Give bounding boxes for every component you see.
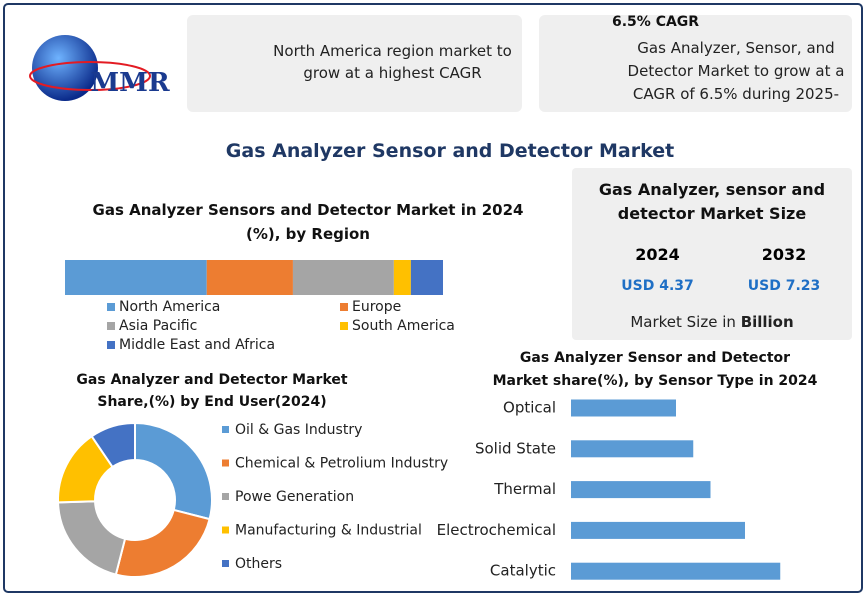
card [187,15,522,112]
bar-segment [65,260,207,295]
y-tick-label: Electrochemical [437,521,556,539]
legend-label: Oil & Gas Industry [235,422,362,438]
y-tick-label: Solid State [475,439,556,457]
year: 2032 [761,245,807,264]
legend-swatch [222,560,229,567]
legend-swatch [222,526,229,534]
chart-title: Gas Analyzer Sensors and Detector Market… [92,201,524,243]
logo-text: MMR [90,68,170,98]
bar [571,440,694,458]
legend-label: Europe [352,299,401,315]
bar-segment [410,260,443,295]
donut-slice [90,421,136,469]
card [539,15,852,112]
market-size-card [572,168,852,340]
frame [3,3,863,593]
note-unit: Billion [740,313,794,331]
bar-segment [292,260,394,295]
year: 2024 [635,245,680,264]
legend-label: Chemical & Petrolium Industry [235,456,448,472]
note-text: Market Size in [630,313,736,331]
legend-label: North America [119,299,220,315]
legend-swatch [340,303,348,311]
legend-label: Powe Generation [235,489,354,505]
logo-orbit [29,61,151,91]
legend-swatch [222,493,229,500]
bar [571,399,676,417]
card-text: North America region market to grow at a… [273,42,512,82]
main-title: Gas Analyzer Sensor and Detector Market [225,140,675,162]
legend-swatch [107,341,115,349]
legend-swatch [222,459,229,467]
chart-title: Gas Analyzer Sensor and Detector Market … [492,350,818,389]
legend-label: Others [235,556,282,572]
donut-slice [114,508,211,578]
donut-slice [134,421,213,521]
logo-globe [32,35,98,101]
bar-segment [206,260,293,295]
legend-swatch [222,426,229,433]
legend-label: Asia Pacific [119,318,197,334]
bar-segment [393,260,411,295]
market-note: Market Size in Billion [572,313,852,331]
card-heading: 6.5% CAGR [612,14,700,30]
y-tick-label: Optical [503,399,556,417]
legend-label: South America [352,318,455,334]
bar [571,481,711,499]
y-tick-label: Catalytic [490,562,556,580]
card-text: Gas Analyzer, Sensor, and Detector Marke… [627,39,845,103]
legend-swatch [340,322,348,330]
market-size-title: Gas Analyzer, sensor and detector Market… [598,180,826,223]
donut-slice [57,500,127,576]
chart-title: Gas Analyzer and Detector Market Share,(… [76,372,348,410]
market-value: USD 4.37 [621,278,694,294]
y-tick-label: Thermal [493,480,556,498]
bar [571,562,781,580]
legend-swatch [107,303,115,311]
legend-label: Middle East and Africa [119,337,275,353]
market-value: USD 7.23 [747,278,821,294]
bar [571,521,745,539]
legend-swatch [107,322,115,330]
legend-label: Manufacturing & Industrial [235,523,422,539]
